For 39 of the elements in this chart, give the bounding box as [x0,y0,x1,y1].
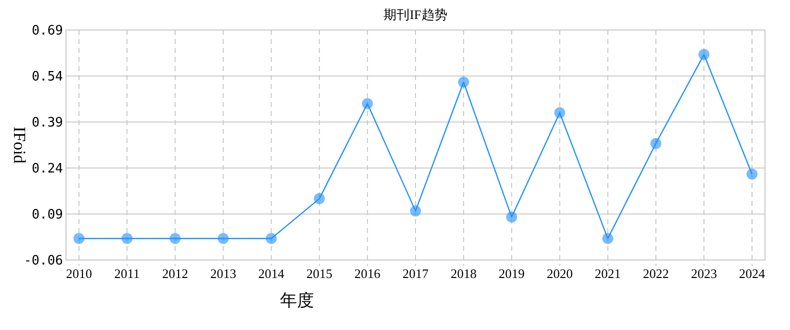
point [73,233,84,244]
chart-title: 期刊IF趋势 [384,7,448,22]
x-tick-label: 2018 [450,266,477,281]
y-tick-label: 0.39 [32,116,63,131]
x-tick-label: 2022 [642,266,669,281]
y-tick-label: -0.06 [24,254,63,269]
point [746,168,758,180]
y-axis-title: IFoid [10,126,29,164]
point [506,212,518,223]
x-tick-label: 2019 [498,266,525,281]
point [170,233,181,244]
y-tick-label: 0.69 [32,24,63,39]
x-axis-title: 年度 [280,291,314,310]
point [554,107,566,118]
x-tick-label: 2011 [114,266,140,281]
x-tick-label: 2023 [690,266,717,281]
x-tick-label: 2024 [739,266,766,281]
y-tick-label: 0.09 [32,208,63,223]
point [122,233,133,244]
y-tick-label: 0.24 [32,162,64,177]
x-tick-label: 2015 [306,266,332,281]
x-tick-label: 2020 [546,266,573,281]
x-tick-label: 2021 [594,266,621,281]
point [362,98,373,110]
point [218,233,229,244]
point [410,205,421,216]
point [698,49,710,60]
y-tick-label: 0.54 [32,70,64,85]
point [602,233,614,244]
x-tick-label: 2013 [210,266,236,281]
x-tick-label: 2014 [258,266,285,281]
point [458,76,470,88]
x-tick-label: 2017 [402,266,429,281]
point [266,233,277,244]
x-tick-label: 2012 [162,266,188,281]
x-tick-label: 2016 [354,266,381,281]
x-tick-label: 2010 [66,266,92,281]
point [314,193,325,204]
point [650,138,662,149]
